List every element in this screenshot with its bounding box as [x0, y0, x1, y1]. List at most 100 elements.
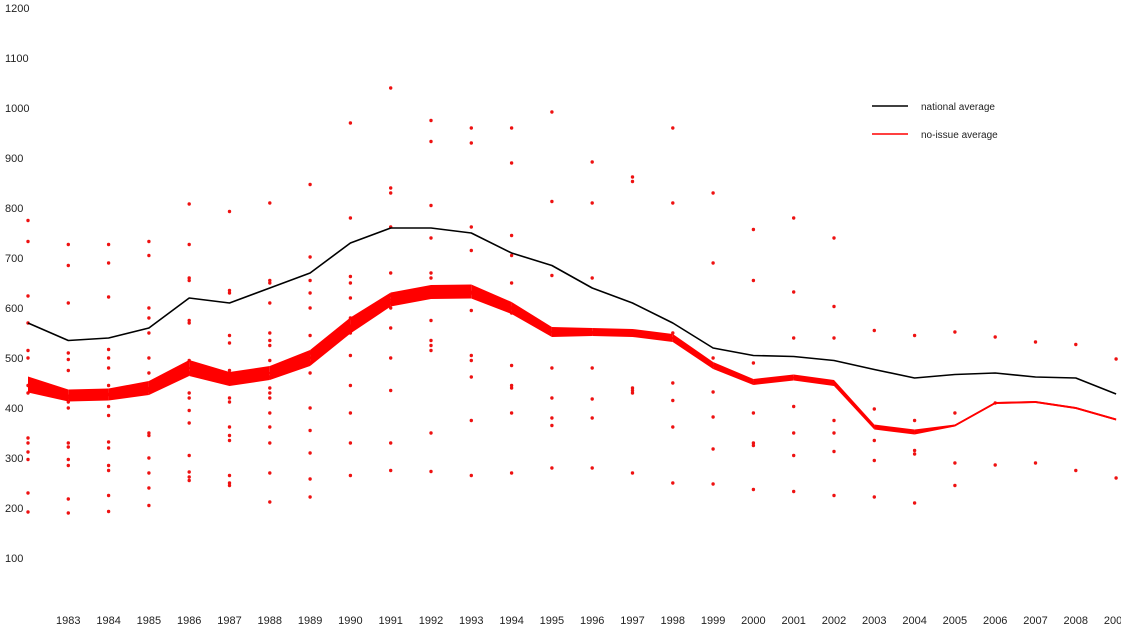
scatter-point [227, 433, 232, 438]
scatter-point [711, 415, 715, 419]
scatter-point [509, 383, 514, 388]
scatter-point [66, 351, 71, 355]
scatter-point [227, 209, 232, 214]
scatter-point [268, 396, 272, 400]
scatter-point [953, 411, 957, 415]
scatter-point [227, 483, 232, 488]
scatter-point [1074, 468, 1078, 473]
scatter-point [993, 335, 997, 339]
scatter-point [227, 425, 232, 429]
scatter-points [26, 86, 1118, 515]
scatter-point [832, 493, 836, 498]
scatter-point [66, 441, 71, 445]
scatter-point [792, 431, 796, 435]
scatter-point [469, 141, 473, 145]
scatter-point [832, 304, 836, 309]
x-tick-label: 2002 [822, 615, 846, 627]
y-tick-label: 700 [5, 253, 23, 265]
y-tick-label: 400 [5, 403, 23, 415]
scatter-point [389, 388, 393, 393]
scatter-point [187, 421, 191, 425]
scatter-point [671, 398, 675, 403]
scatter-point [671, 126, 675, 130]
scatter-point [187, 278, 191, 283]
scatter-point [268, 278, 272, 283]
scatter-point [147, 356, 151, 360]
x-tick-label: 2006 [983, 615, 1007, 627]
scatter-point [268, 411, 272, 415]
scatter-point [147, 239, 151, 244]
scatter-point [832, 431, 836, 435]
scatter-point [550, 273, 554, 278]
legend-label-national: national average [921, 102, 995, 113]
scatter-point [308, 291, 312, 295]
scatter-point [348, 411, 353, 415]
scatter-point [147, 431, 151, 435]
scatter-point [832, 336, 836, 340]
scatter-point [509, 363, 514, 368]
x-tick-label: 1999 [701, 615, 725, 627]
x-tick-label: 1988 [258, 615, 282, 627]
scatter-point [953, 461, 957, 465]
scatter-point [268, 441, 272, 445]
scatter-point [429, 469, 433, 474]
scatter-point [26, 450, 30, 454]
scatter-point [147, 503, 151, 508]
scatter-point [711, 390, 715, 394]
scatter-point [66, 357, 71, 362]
scatter-point [147, 331, 151, 335]
scatter-point [832, 418, 836, 423]
scatter-point [469, 308, 473, 313]
scatter-point [227, 333, 232, 338]
x-tick-label: 1997 [620, 615, 644, 627]
scatter-point [26, 356, 30, 360]
x-tick-label: 2008 [1064, 615, 1088, 627]
scatter-point [590, 397, 594, 401]
scatter-point [268, 500, 272, 504]
scatter-point [187, 470, 191, 474]
scatter-point [268, 338, 272, 343]
scatter-point [711, 356, 715, 360]
scatter-point [509, 471, 514, 475]
scatter-point [308, 371, 312, 375]
scatter-point [389, 271, 393, 275]
scatter-point [268, 386, 272, 390]
scatter-point [792, 453, 796, 458]
scatter-point [66, 457, 71, 462]
scatter-point [106, 383, 111, 388]
scatter-point [106, 347, 111, 352]
scatter-point [348, 353, 353, 358]
x-tick-label: 1983 [56, 615, 80, 627]
scatter-point [227, 438, 232, 443]
scatter-point [348, 441, 353, 445]
scatter-point [106, 509, 111, 514]
scatter-point [187, 391, 191, 395]
scatter-point [268, 281, 272, 285]
scatter-point [550, 199, 554, 204]
scatter-point [389, 356, 393, 360]
y-tick-label: 900 [5, 153, 23, 165]
y-tick-label: 1100 [5, 53, 29, 65]
scatter-point [147, 433, 151, 438]
scatter-point [106, 242, 111, 247]
y-tick-label: 200 [5, 503, 23, 515]
x-tick-label: 2001 [781, 615, 805, 627]
scatter-point [106, 468, 111, 473]
no-issue-band-segment [28, 376, 69, 402]
scatter-point [187, 276, 191, 280]
scatter-point [268, 201, 272, 205]
scatter-point [106, 404, 111, 409]
x-tick-label: 2009 [1104, 615, 1121, 627]
scatter-point [66, 406, 71, 410]
scatter-point [389, 326, 393, 330]
y-axis-ticks: 100 200 300 400 500 600 700 800 900 1000 1100 1200 [5, 3, 29, 565]
scatter-point [832, 449, 836, 454]
scatter-point [953, 483, 957, 488]
scatter-point [26, 218, 30, 223]
scatter-point [751, 227, 756, 232]
scatter-point [429, 271, 433, 275]
scatter-point [187, 202, 191, 206]
scatter-point [429, 348, 433, 353]
y-tick-label: 300 [5, 453, 23, 465]
scatter-point [671, 381, 675, 385]
